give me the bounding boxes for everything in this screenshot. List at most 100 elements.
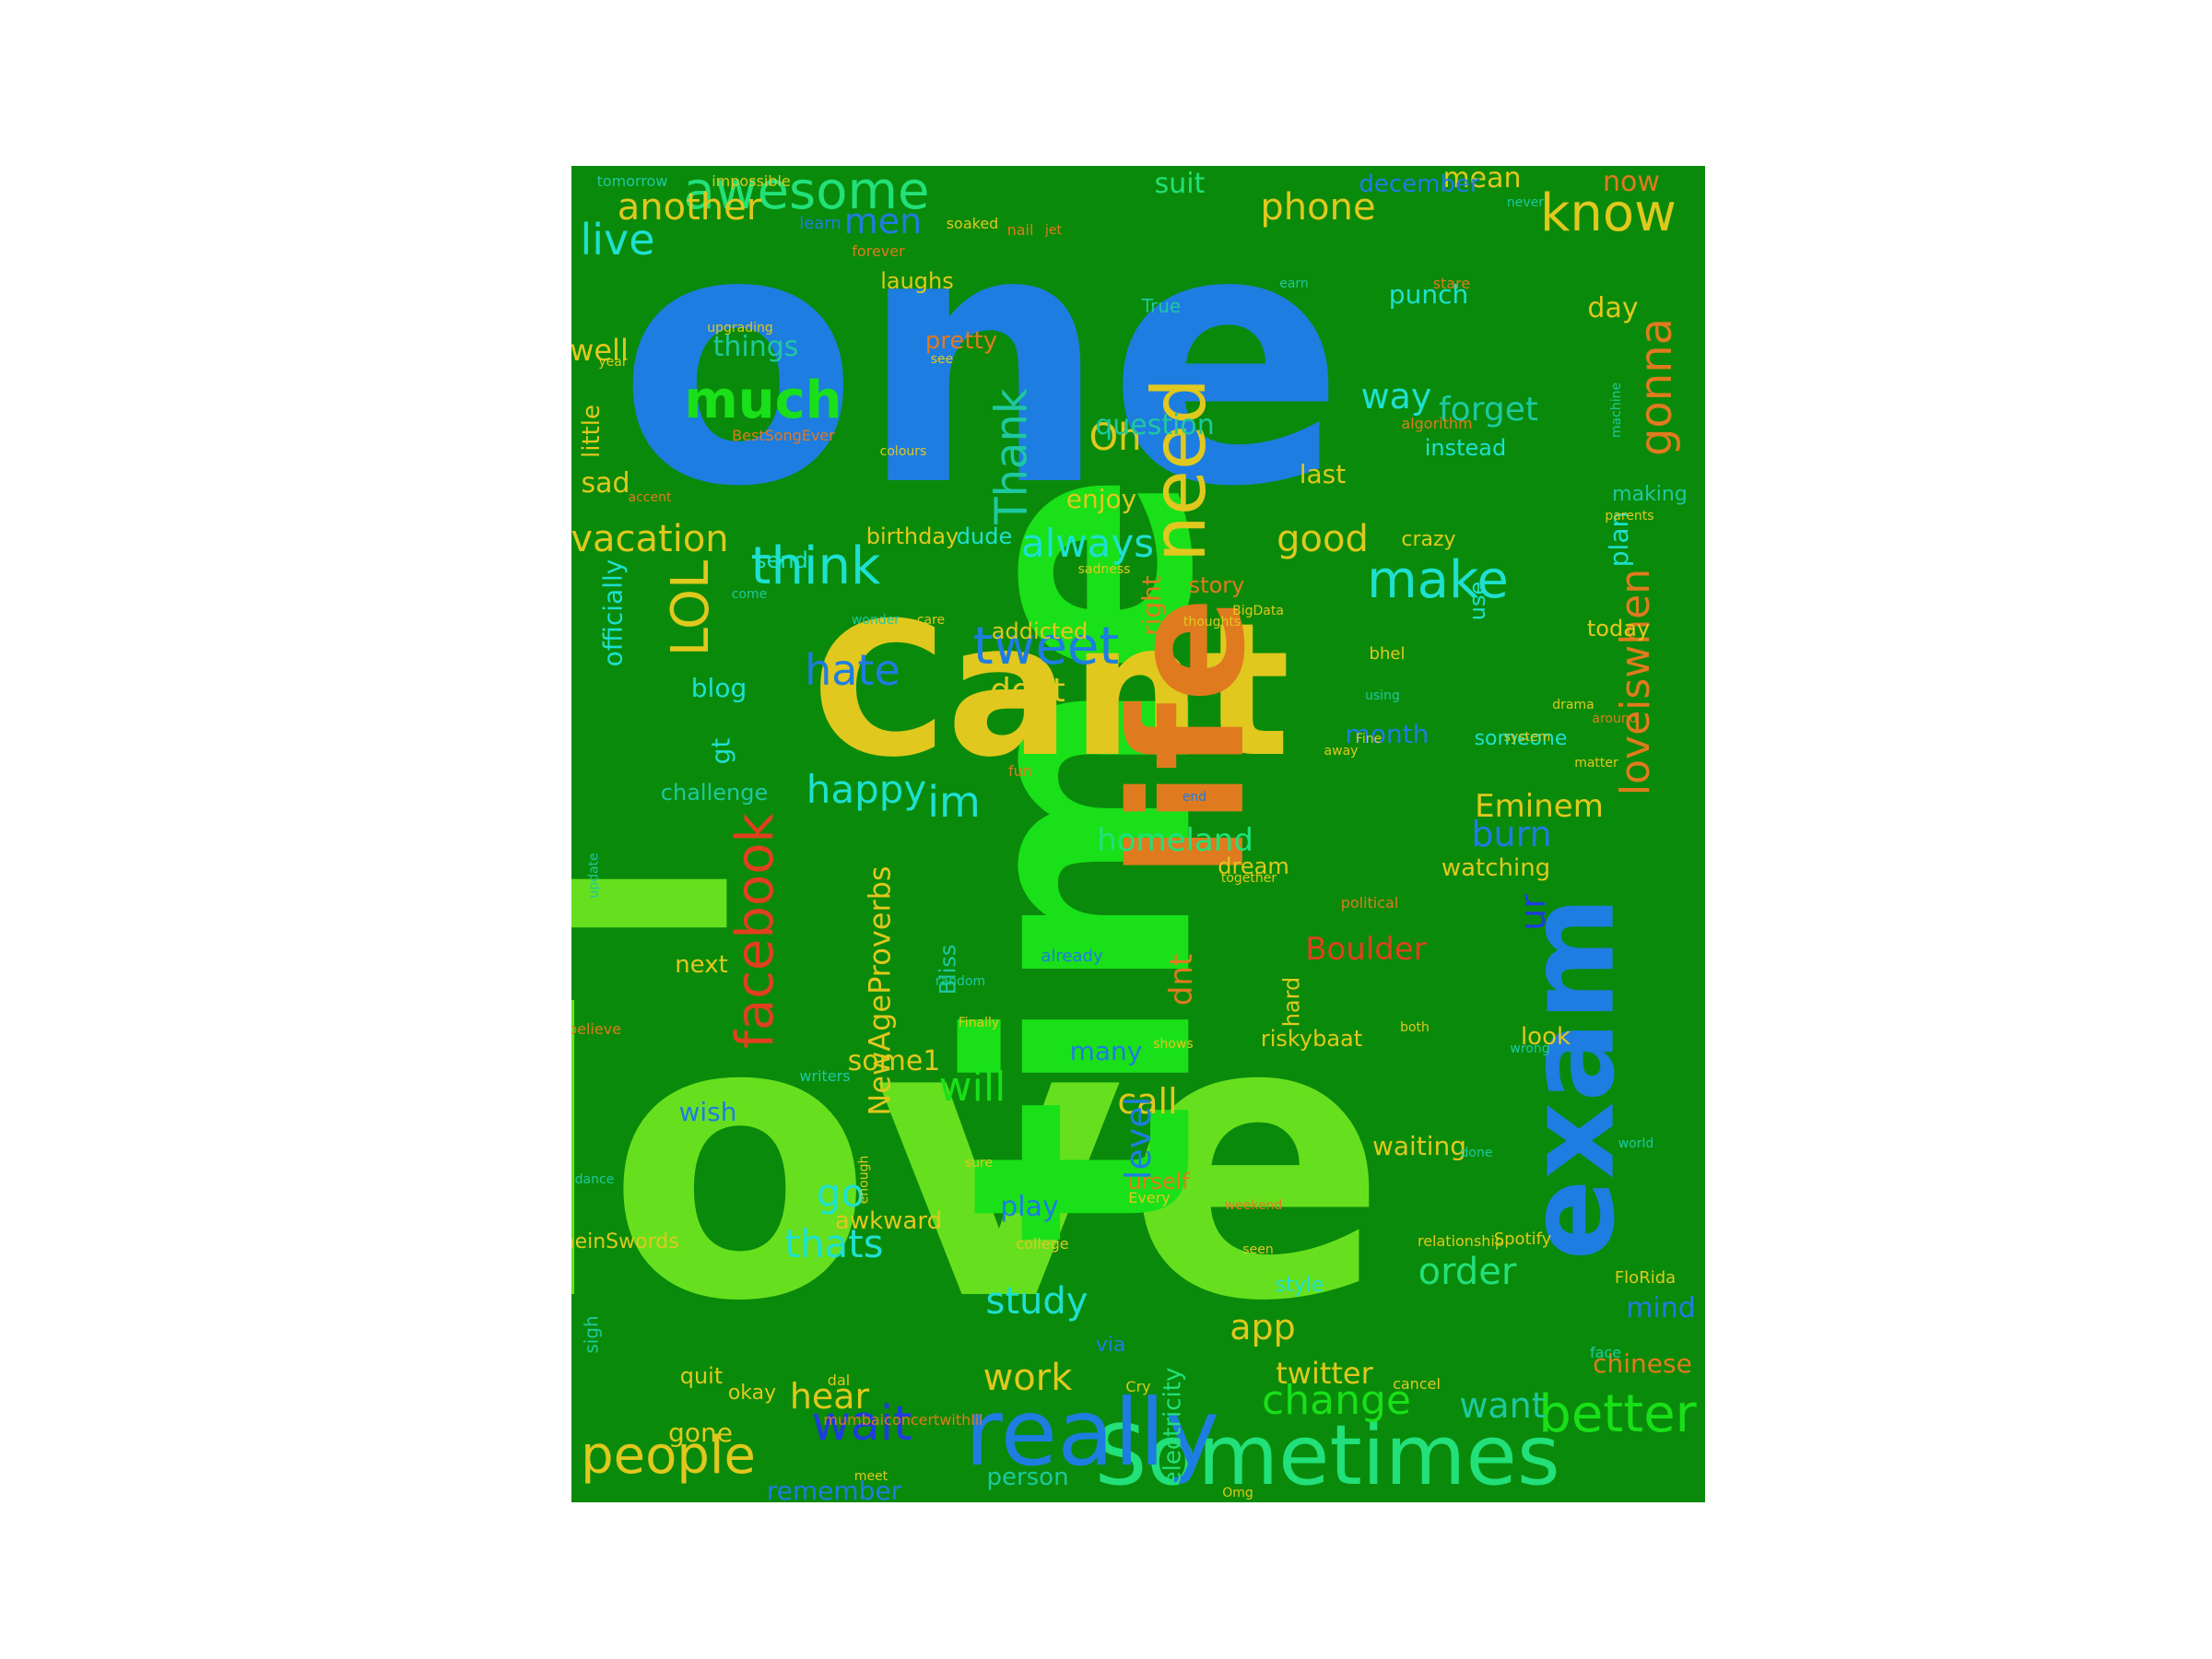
cloud-word: Oh [1088, 417, 1142, 459]
cloud-word: style [1275, 1274, 1324, 1297]
cloud-word: laughs [880, 268, 954, 294]
cloud-word: Omg [1222, 1486, 1253, 1500]
cloud-word: nail [1006, 221, 1034, 239]
cloud-word: LOL [660, 559, 721, 657]
cloud-word: order [1418, 1251, 1517, 1293]
cloud-word: never [1506, 195, 1545, 210]
cloud-word: okay [727, 1382, 777, 1405]
cloud-word: both [1400, 1020, 1430, 1035]
cloud-word: think [750, 536, 881, 596]
cloud-word: level [1118, 1096, 1159, 1181]
cloud-word: exam [1501, 896, 1641, 1261]
cloud-word: NewAgeProverbs [863, 865, 898, 1116]
cloud-word: addicted [991, 618, 1088, 644]
cloud-word: mean [1442, 166, 1522, 194]
cloud-word: much [684, 371, 842, 430]
cloud-word: sigh [580, 1315, 603, 1354]
cloud-word: update [586, 853, 602, 899]
cloud-word: waiting [1371, 1131, 1467, 1161]
cloud-word: wonder [851, 613, 900, 628]
cloud-word: im [927, 777, 981, 827]
cloud-word: blog [690, 673, 747, 703]
cloud-word: relationship [1417, 1232, 1505, 1250]
cloud-word: FloRida [1614, 1268, 1677, 1288]
cloud-word: impossible [712, 172, 791, 190]
cloud-word: shows [1153, 1037, 1194, 1052]
cloud-word: see [930, 352, 954, 367]
cloud-word: next [675, 951, 728, 979]
cloud-word: stare [1432, 275, 1471, 292]
cloud-word: work [982, 1357, 1073, 1399]
cloud-word: better [1538, 1384, 1697, 1444]
cloud-word: electricity [1159, 1367, 1186, 1487]
cloud-word: tomorrow [596, 172, 668, 190]
cloud-word: one [618, 166, 1346, 563]
cloud-word: seen [1242, 1242, 1274, 1257]
cloud-word: Spotify [1493, 1230, 1552, 1249]
cloud-word: burn [1471, 814, 1552, 854]
cloud-word: urself [1127, 1169, 1190, 1194]
cloud-word: political [1340, 894, 1399, 912]
cloud-word: use [1464, 581, 1490, 621]
cloud-word: want [1459, 1385, 1546, 1426]
cloud-word: TypicalmeinSwords [571, 1230, 679, 1253]
cloud-word: dal [827, 1371, 851, 1389]
cloud-word: dance [574, 1172, 615, 1187]
cloud-word: crazy [1401, 528, 1456, 551]
cloud-word: month [1345, 719, 1430, 749]
cloud-word: dnt [1163, 953, 1200, 1006]
cloud-word: face [1589, 1344, 1622, 1361]
cloud-word: Fine [1355, 732, 1382, 747]
cloud-word: vacation [571, 518, 729, 560]
cloud-word: gone [668, 1418, 733, 1448]
cloud-word: away [1324, 744, 1359, 759]
cloud-word: Boulder [1305, 931, 1427, 968]
cloud-word: dont [990, 672, 1065, 710]
cloud-word: drama [1552, 698, 1594, 712]
cloud-word: forever [852, 242, 905, 260]
cloud-word: dude [956, 524, 1013, 549]
cloud-word: officially [597, 559, 629, 667]
cloud-word: Sometimes [1094, 1407, 1560, 1502]
cloud-word: meet [853, 1469, 888, 1484]
cloud-word: many [1069, 1036, 1143, 1066]
cloud-word: done [1460, 1146, 1493, 1160]
cloud-word: riskybaat [1260, 1026, 1363, 1052]
cloud-word: suit [1154, 168, 1206, 200]
cloud-word: look [1520, 1023, 1571, 1051]
cloud-word: always [1020, 521, 1155, 566]
cloud-word: world [1618, 1136, 1654, 1151]
cloud-word: gonna [1630, 317, 1682, 457]
cloud-word: True [1141, 295, 1182, 317]
cloud-word: year [598, 355, 628, 370]
cloud-word: enjoy [1065, 484, 1137, 514]
cloud-word: app [1230, 1307, 1296, 1347]
cloud-word: end [1182, 790, 1207, 805]
cloud-word: sure [964, 1156, 994, 1171]
cloud-word: mumbaiconcertwithlil [823, 1411, 983, 1429]
cloud-word: some1 [847, 1045, 941, 1077]
cloud-word: algorithm [1401, 415, 1473, 432]
cloud-word: another [617, 186, 762, 229]
cloud-word: making [1612, 483, 1688, 506]
cloud-word: learn [799, 214, 841, 233]
cloud-word: love [571, 935, 1388, 1386]
cloud-word: weekend [1224, 1198, 1283, 1213]
cloud-word: tweet [972, 617, 1120, 677]
cloud-word: will [938, 1064, 1006, 1111]
cloud-word: Finally [958, 1016, 1000, 1030]
cloud-word: go [816, 1171, 865, 1216]
cloud-word: someone [1474, 727, 1568, 750]
cloud-word: question [1095, 409, 1215, 441]
cloud-word: Cry [1125, 1378, 1151, 1395]
cloud-word: phone [1260, 186, 1376, 229]
cloud-word: wrong [1510, 1041, 1550, 1056]
cloud-word: Cant [811, 583, 1290, 798]
cloud-word: jet [1045, 223, 1062, 238]
cloud-word: ur [1512, 894, 1553, 931]
cloud-word: dream [1218, 853, 1289, 879]
cloud-word: bhel [1369, 644, 1406, 664]
cloud-word: come [731, 587, 768, 602]
cloud-word: already [1041, 947, 1103, 966]
cloud-word: loveiswhen [1611, 568, 1659, 796]
